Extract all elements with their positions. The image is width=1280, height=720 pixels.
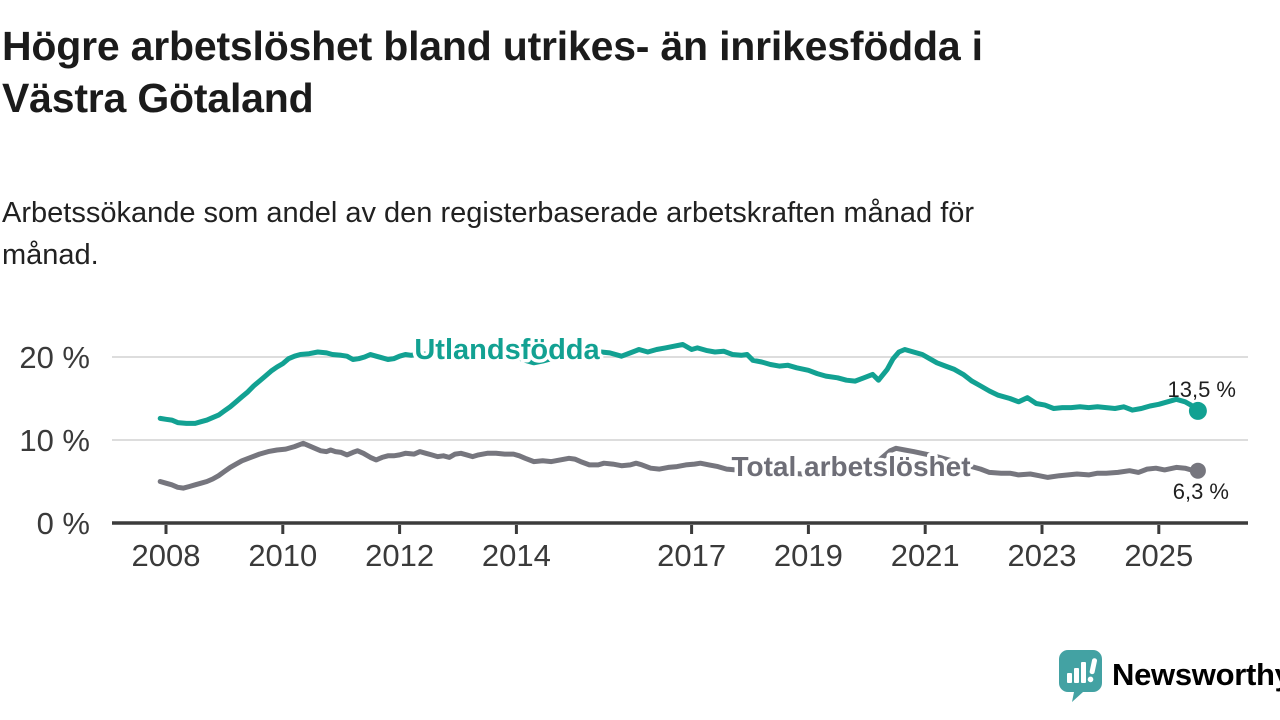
x-tick-label-2012: 2012 [365,538,434,573]
y-tick-label-0pct: 0 % [37,506,90,541]
series-label-utlandsfodda: Utlandsfödda [414,334,600,366]
x-tick-label-2019: 2019 [774,538,843,573]
newsworthy-logo: Newsworthy [1056,648,1280,702]
endpoint-dot-utlandsfodda [1188,401,1207,420]
endpoint-dot-total-arbetsloshet [1189,462,1206,479]
bar-3 [1081,662,1086,683]
page-title-line2: Västra Götaland [2,75,314,121]
y-tick-label-20pct: 20 % [19,340,90,375]
x-tick-label-2014: 2014 [482,538,551,573]
bar-1 [1067,673,1072,683]
speech-bubble-bar-chart-icon [1059,650,1102,702]
x-tick-label-2021: 2021 [891,538,960,573]
chart-subtitle-line2: månad. [2,239,99,271]
x-tick-label-2008: 2008 [132,538,201,573]
x-tick-label-2017: 2017 [657,538,726,573]
x-tick-label-2023: 2023 [1008,538,1077,573]
exclamation-mark [1087,658,1098,683]
y-tick-label-10pct: 10 % [19,423,90,458]
x-tick-label-2010: 2010 [248,538,317,573]
chart-subtitle: Arbetssökande som andel av den registerb… [2,192,1212,276]
end-value-label-utlandsfodda: 13,5 % [1168,377,1237,402]
end-value-label-total: 6,3 % [1173,479,1229,504]
page-title: Högre arbetslöshet bland utrikes- än inr… [2,20,1202,124]
series-label-total-arbetsloshet: Total arbetslöshet [731,451,970,482]
x-tick-label-2025: 2025 [1124,538,1193,573]
data-line-utlandsfodda [157,342,1201,426]
data-line-total-arbetsloshet [157,440,1201,491]
speech-bubble-shape [1059,650,1102,702]
newsworthy-logo-text: Newsworthy [1112,657,1280,692]
page-title-line1: Högre arbetslöshet bland utrikes- än inr… [2,23,983,69]
bar-2 [1074,668,1079,683]
chart-subtitle-line1: Arbetssökande som andel av den registerb… [2,197,975,229]
